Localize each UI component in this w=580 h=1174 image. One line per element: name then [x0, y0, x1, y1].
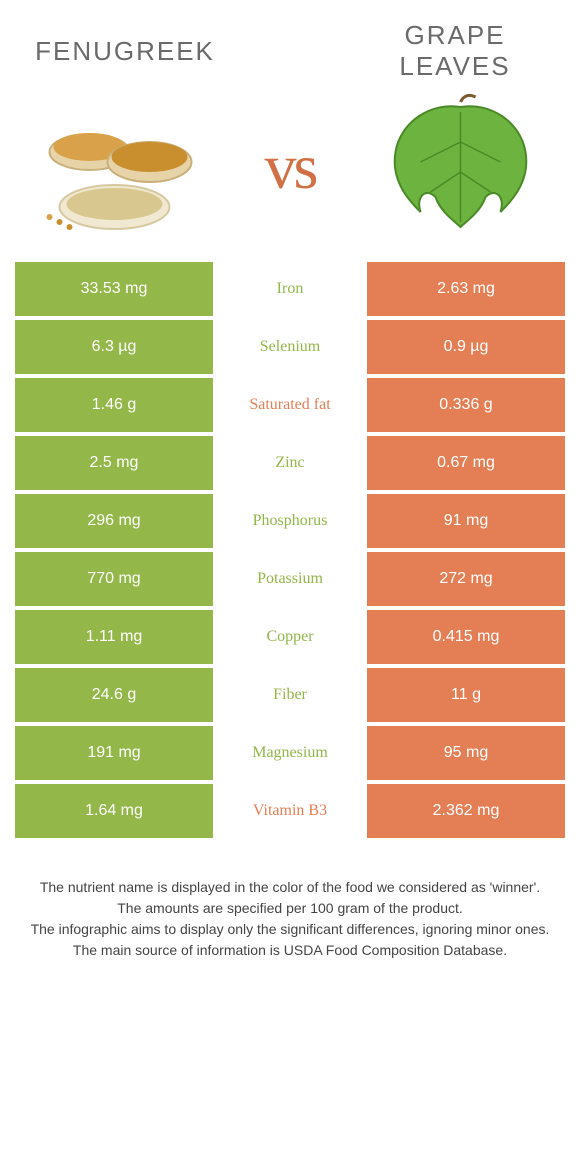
- header-row: Fenugreek Grape leaves: [15, 20, 565, 82]
- footnote-line: The nutrient name is displayed in the co…: [25, 878, 555, 897]
- right-value-cell: 0.415 mg: [367, 610, 565, 664]
- right-value-cell: 0.9 µg: [367, 320, 565, 374]
- images-row: vs: [15, 92, 565, 242]
- grape-leaf-image: [356, 92, 565, 242]
- right-value-cell: 91 mg: [367, 494, 565, 548]
- table-row: 1.11 mgCopper0.415 mg: [15, 610, 565, 664]
- footnotes: The nutrient name is displayed in the co…: [15, 878, 565, 960]
- infographic-container: Fenugreek Grape leaves vs: [0, 0, 580, 982]
- table-row: 770 mgPotassium272 mg: [15, 552, 565, 606]
- nutrient-cell: Zinc: [213, 436, 367, 490]
- left-value-cell: 2.5 mg: [15, 436, 213, 490]
- table-row: 191 mgMagnesium95 mg: [15, 726, 565, 780]
- left-value-cell: 296 mg: [15, 494, 213, 548]
- nutrient-cell: Potassium: [213, 552, 367, 606]
- header-right: Grape leaves: [345, 20, 565, 82]
- nutrient-cell: Saturated fat: [213, 378, 367, 432]
- table-row: 2.5 mgZinc0.67 mg: [15, 436, 565, 490]
- table-row: 1.64 mgVitamin B32.362 mg: [15, 784, 565, 838]
- footnote-line: The main source of information is USDA F…: [25, 941, 555, 960]
- nutrient-cell: Fiber: [213, 668, 367, 722]
- left-value-cell: 1.64 mg: [15, 784, 213, 838]
- nutrient-cell: Copper: [213, 610, 367, 664]
- left-value-cell: 770 mg: [15, 552, 213, 606]
- nutrient-cell: Phosphorus: [213, 494, 367, 548]
- right-value-cell: 0.336 g: [367, 378, 565, 432]
- right-value-cell: 2.362 mg: [367, 784, 565, 838]
- table-row: 296 mgPhosphorus91 mg: [15, 494, 565, 548]
- nutrient-cell: Vitamin B3: [213, 784, 367, 838]
- right-value-cell: 95 mg: [367, 726, 565, 780]
- footnote-line: The infographic aims to display only the…: [25, 920, 555, 939]
- left-value-cell: 1.11 mg: [15, 610, 213, 664]
- header-left: Fenugreek: [15, 36, 235, 67]
- left-value-cell: 33.53 mg: [15, 262, 213, 316]
- right-value-cell: 272 mg: [367, 552, 565, 606]
- nutrient-cell: Magnesium: [213, 726, 367, 780]
- table-row: 24.6 gFiber11 g: [15, 668, 565, 722]
- table-row: 6.3 µgSelenium0.9 µg: [15, 320, 565, 374]
- left-value-cell: 24.6 g: [15, 668, 213, 722]
- left-value-cell: 1.46 g: [15, 378, 213, 432]
- right-value-cell: 11 g: [367, 668, 565, 722]
- table-row: 1.46 gSaturated fat0.336 g: [15, 378, 565, 432]
- left-value-cell: 191 mg: [15, 726, 213, 780]
- comparison-table: 33.53 mgIron2.63 mg6.3 µgSelenium0.9 µg1…: [15, 262, 565, 838]
- left-value-cell: 6.3 µg: [15, 320, 213, 374]
- table-row: 33.53 mgIron2.63 mg: [15, 262, 565, 316]
- right-value-cell: 0.67 mg: [367, 436, 565, 490]
- nutrient-cell: Selenium: [213, 320, 367, 374]
- right-food-title: Grape leaves: [345, 20, 565, 82]
- nutrient-cell: Iron: [213, 262, 367, 316]
- right-value-cell: 2.63 mg: [367, 262, 565, 316]
- vs-label: vs: [265, 130, 316, 204]
- left-food-title: Fenugreek: [15, 36, 235, 67]
- fenugreek-image: [15, 92, 224, 242]
- footnote-line: The amounts are specified per 100 gram o…: [25, 899, 555, 918]
